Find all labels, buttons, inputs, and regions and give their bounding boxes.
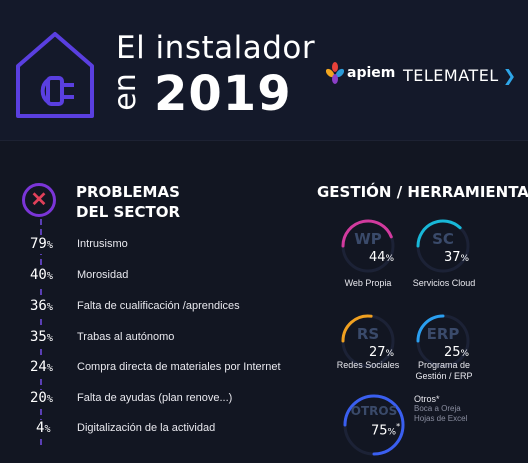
percent-sign: %	[46, 333, 53, 344]
percent-sign: %	[46, 394, 53, 405]
percent-sign: %	[46, 302, 53, 313]
problem-label: Falta de cualificación /aprendices	[77, 300, 240, 312]
otros-sub1: Boca a Oreja	[414, 404, 461, 413]
gauge-label: Programa de Gestión / ERP	[415, 360, 473, 381]
gauge-pct: 37%	[444, 250, 469, 265]
problem-pct-value: 36	[30, 298, 47, 314]
problem-row: 79% Intrusismo	[0, 236, 300, 256]
otros-pct: 75%*	[371, 422, 401, 439]
problem-pct-value: 79	[30, 236, 47, 252]
problem-pct: 4%	[34, 420, 53, 438]
otros-title: Otros*	[414, 394, 440, 404]
percent-sign: %	[385, 349, 395, 359]
problemas-title-line1: PROBLEMAS	[76, 183, 180, 201]
gauge-pct-value: 27	[369, 345, 386, 360]
percent-sign: %	[44, 424, 51, 435]
problem-row: 20% Falta de ayudas (plan renove...)	[0, 390, 300, 410]
problem-row: 24% Compra directa de materiales por Inte…	[0, 359, 300, 379]
gauge-ring	[341, 219, 395, 273]
gauge-pct: 27%	[369, 345, 394, 360]
problem-label: Falta de ayudas (plan renove...)	[77, 392, 233, 404]
percent-sign: %	[46, 240, 53, 251]
gauge-abbr: SC	[432, 230, 454, 248]
gauge-rs: RS 27%	[339, 312, 397, 370]
gauge-pct-value: 25	[444, 345, 461, 360]
problem-pct-value: 24	[30, 359, 47, 375]
x-circle: ✕	[22, 183, 56, 217]
problem-row: 40% Morosidad	[0, 267, 300, 287]
otros-gauge: OTROS 75%*	[341, 392, 407, 458]
gauge-abbr: ERP	[426, 325, 460, 343]
problemas-title: PROBLEMAS DEL SECTOR	[76, 182, 180, 222]
chevron-right-icon: ❯	[502, 66, 517, 85]
apiem-flower-icon	[326, 62, 344, 84]
problemas-title-line2: DEL SECTOR	[76, 203, 181, 221]
gauge-label: Redes Sociales	[336, 360, 400, 370]
problem-row: 4% Digitalización de la actividad	[0, 420, 300, 440]
gauge-ring	[416, 219, 470, 273]
divider	[0, 140, 528, 141]
gauge-erp: ERP 25%	[414, 312, 472, 370]
problem-label: Morosidad	[77, 269, 129, 281]
gauge-label: Web Propia	[344, 278, 392, 288]
problem-pct-value: 20	[30, 390, 47, 406]
problem-label: Compra directa de materiales por Interne…	[77, 361, 281, 373]
problem-pct: 24%	[28, 359, 55, 377]
problem-pct: 35%	[28, 329, 55, 347]
gauge-abbr: WP	[354, 230, 382, 248]
problem-label: Digitalización de la actividad	[77, 422, 216, 434]
title-line1: El instalador	[116, 30, 316, 66]
telematel-text: TELEMATEL	[403, 66, 499, 85]
problem-pct: 20%	[28, 390, 55, 408]
gauge-ring	[341, 314, 395, 368]
gauge-pct-value: 44	[369, 250, 386, 265]
x-icon: ✕	[30, 189, 48, 211]
gauge-ring	[416, 314, 470, 368]
gauge-sc: SC 37%	[414, 217, 472, 275]
problem-label: Intrusismo	[77, 238, 128, 250]
apiem-logo: apiem	[326, 62, 395, 84]
problem-pct-value: 4	[36, 420, 45, 436]
gauge-wp: WP 44%	[339, 217, 397, 275]
percent-sign: %	[460, 349, 470, 359]
house-plug-icon	[16, 32, 94, 118]
problem-label: Trabas al autónomo	[77, 331, 175, 343]
title-year: 2019	[154, 66, 292, 122]
problem-pct-value: 35	[30, 329, 47, 345]
problem-pct: 40%	[28, 267, 55, 285]
gestion-title: GESTIÓN / HERRAMIENTAS	[317, 183, 528, 201]
problem-pct: 36%	[28, 298, 55, 316]
otros-ring	[343, 394, 405, 456]
gauge-pct-value: 37	[444, 250, 461, 265]
gauge-pct: 25%	[444, 345, 469, 360]
otros-sub2: Hojas de Excel	[414, 414, 468, 423]
percent-sign: %	[460, 254, 470, 264]
percent-sign: %	[385, 254, 395, 264]
apiem-text: apiem	[347, 65, 396, 81]
percent-sign: %	[46, 363, 53, 374]
gauge-label: Servicios Cloud	[412, 278, 476, 288]
problem-row: 36% Falta de cualificación /aprendices	[0, 298, 300, 318]
percent-sign: %	[46, 271, 53, 282]
otros-legend: Otros* Boca a Oreja Hojas de Excel	[414, 394, 467, 424]
problem-pct-value: 40	[30, 267, 47, 283]
header: El instalador en 2019 apiem TELEMATEL ❯	[0, 0, 528, 140]
gauge-abbr: RS	[356, 325, 380, 343]
problem-pct: 79%	[28, 236, 55, 254]
telematel-logo: TELEMATEL ❯	[403, 66, 517, 85]
problem-row: 35% Trabas al autónomo	[0, 329, 300, 349]
otros-abbr: OTROS	[350, 404, 398, 418]
title-en: en	[108, 73, 143, 111]
gauge-pct: 44%	[369, 250, 394, 265]
